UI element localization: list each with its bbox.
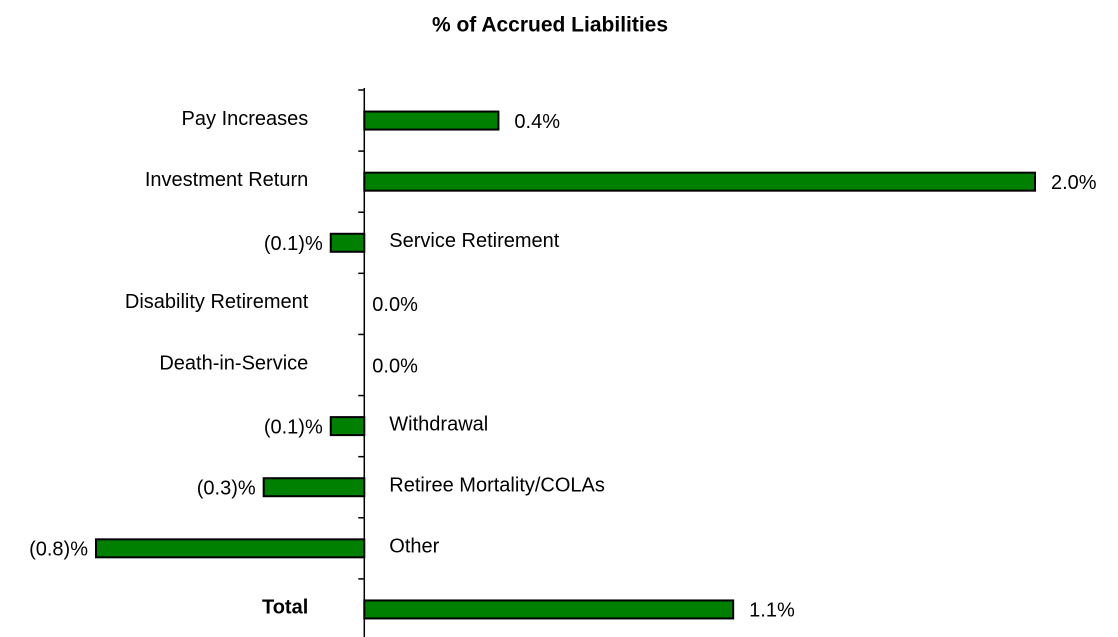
value-label: 1.1% [749,600,795,622]
category-label: Total [262,597,308,619]
category-label: Withdrawal [389,413,488,435]
value-label: (0.8)% [29,539,88,561]
bar [363,599,735,620]
bar [329,416,366,437]
chart-title: % of Accrued Liabilities [432,14,668,37]
category-label: Investment Return [145,169,308,191]
bar [363,171,1036,192]
category-label: Death-in-Service [159,352,308,374]
bar [262,477,366,498]
value-label: 0.0% [372,355,418,377]
bar [363,110,500,131]
value-label: (0.1)% [264,233,323,255]
bar [95,538,366,559]
value-label: (0.1)% [264,416,323,438]
value-label: 2.0% [1051,172,1097,194]
bar [329,232,366,253]
category-label: Disability Retirement [125,291,309,313]
value-label: (0.3)% [197,478,256,500]
category-label: Pay Increases [182,108,309,130]
category-label: Service Retirement [389,230,560,252]
category-label: Other [389,536,439,558]
value-label: 0.0% [372,294,418,316]
category-label: Retiree Mortality/COLAs [389,475,605,497]
value-label: 0.4% [514,111,560,133]
